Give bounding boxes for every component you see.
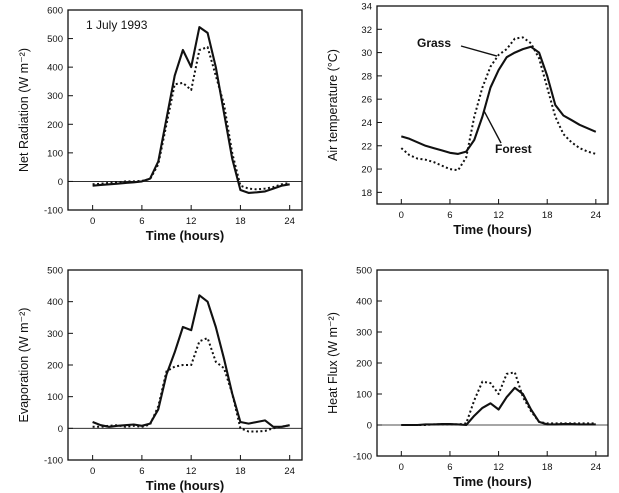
y-tick-label: 20 [361,165,372,176]
y-tick-label: 22 [361,141,372,152]
series-line-solid [92,294,290,428]
y-tick-label: 500 [356,266,372,277]
y-axis-label: Net Radiation (W m⁻²) [17,48,31,172]
x-tick-label: 24 [284,466,295,477]
date-annotation: 1 July 1993 [86,18,148,32]
forest-leader-line [483,110,502,144]
y-axis-label: Air temperature (°C) [326,49,340,161]
x-tick-label: 0 [90,466,95,477]
plot-frame [376,5,609,205]
y-tick-label: 34 [361,2,372,13]
y-tick-label: 400 [356,297,372,308]
y-tick-label: 500 [47,34,63,45]
y-tick-label: 28 [361,71,372,82]
x-tick-label: 6 [447,210,452,221]
series-line-solid [92,26,290,194]
y-tick-label: -100 [44,456,63,467]
y-tick-label: 26 [361,95,372,106]
plot-frame [376,269,609,457]
x-tick-label: 24 [591,462,602,473]
series-line-dotted [92,337,290,433]
y-axis-label: Heat Flux (W m⁻²) [326,312,340,414]
y-tick-label: 500 [47,266,63,277]
x-tick-label: 6 [139,216,144,227]
y-tick-label: 300 [356,328,372,339]
x-tick-label: 24 [591,210,602,221]
y-tick-label: 24 [361,118,372,129]
x-tick-label: 18 [235,466,246,477]
chart-panel-evaporation: -100 0 100 200 300 400 500 0 6 12 18 24 Time (hours)… [17,266,303,493]
y-tick-label: -100 [44,206,63,217]
x-tick-label: 0 [399,210,404,221]
x-tick-label: 6 [447,462,452,473]
y-tick-label: 32 [361,25,372,36]
plot-frame [67,269,303,461]
y-tick-label: 100 [47,148,63,159]
y-tick-label: 0 [58,177,63,188]
x-tick-label: 12 [493,210,504,221]
series-line-dotted [401,371,596,426]
x-axis-label: Time (hours) [453,474,532,489]
y-tick-label: 600 [47,6,63,17]
y-tick-label: 300 [47,91,63,102]
x-axis-label: Time (hours) [453,222,532,237]
chart-panel-net-radiation: -100 0 100 200 300 400 500 600 0 6 12 18 24 Time (hou… [17,6,303,243]
y-tick-label: 100 [356,390,372,401]
grass-leader-line [460,45,498,57]
x-tick-label: 12 [186,216,197,227]
y-tick-label: 200 [47,120,63,131]
forest-label: Forest [495,142,532,156]
chart-panel-air-temperature: 18 20 22 24 26 28 30 32 34 0 6 12 18 24 Time (hours) Ai… [326,2,609,237]
y-tick-label: 30 [361,48,372,59]
y-tick-label: 0 [58,424,63,435]
y-tick-label: 200 [356,359,372,370]
x-tick-label: 18 [542,462,553,473]
x-tick-label: 0 [399,462,404,473]
y-tick-label: 18 [361,188,372,199]
y-tick-label: 300 [47,329,63,340]
x-tick-label: 12 [493,462,504,473]
chart-panel-heat-flux: -100 0 100 200 300 400 500 0 6 12 18 24 Time (hours)… [326,266,609,489]
y-axis-label: Evaporation (W m⁻²) [17,308,31,423]
x-axis-label: Time (hours) [146,228,225,243]
y-tick-label: 0 [367,421,372,432]
x-axis-label: Time (hours) [146,478,225,493]
x-tick-label: 18 [542,210,553,221]
x-tick-label: 0 [90,216,95,227]
x-tick-label: 18 [235,216,246,227]
y-tick-label: 400 [47,63,63,74]
plot-frame [67,9,303,211]
series-line-grass [400,36,597,172]
y-tick-label: 200 [47,361,63,372]
y-tick-label: 400 [47,297,63,308]
y-tick-label: 100 [47,392,63,403]
grass-label: Grass [417,36,451,50]
series-line-forest [401,45,597,155]
y-tick-label: -100 [353,452,372,463]
x-tick-label: 6 [139,466,144,477]
series-line-dotted [92,46,290,191]
x-tick-label: 24 [284,216,295,227]
x-tick-label: 12 [186,466,197,477]
